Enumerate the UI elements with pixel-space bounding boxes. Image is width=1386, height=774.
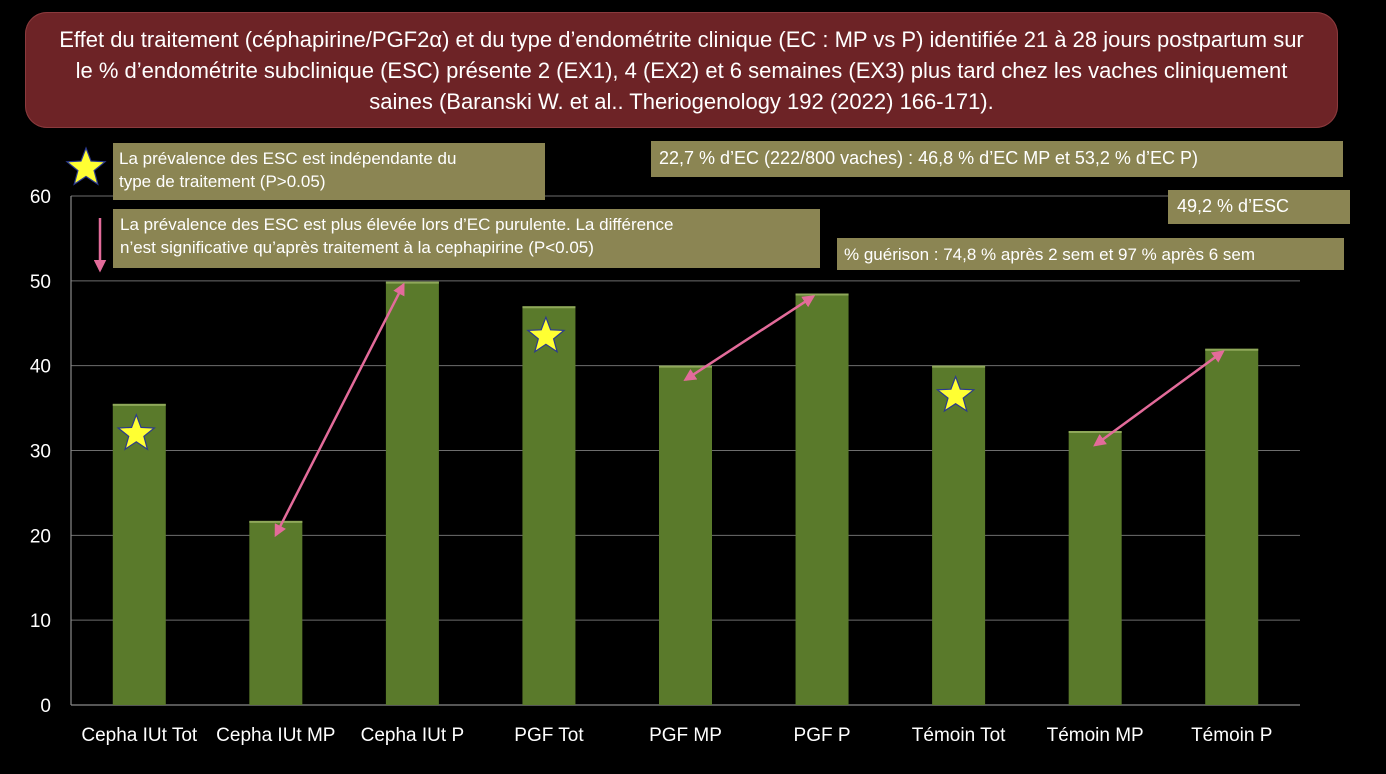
comparison-arrow	[683, 295, 816, 382]
note-esc-summary: 49,2 % d’ESC	[1168, 190, 1350, 224]
bar	[659, 365, 712, 705]
x-tick-label: Témoin Tot	[912, 725, 1006, 746]
chart-title: Effet du traitement (céphapirine/PGF2α) …	[59, 26, 1304, 114]
x-tick-label: Cepha IUt P	[361, 725, 465, 746]
x-tick-label: PGF P	[794, 725, 851, 746]
comparison-arrow	[1093, 350, 1225, 447]
y-tick-label: 50	[30, 272, 51, 293]
y-tick-label: 60	[30, 187, 51, 208]
comparison-arrow	[274, 282, 405, 538]
note-line: type de traitement (P>0.05)	[119, 172, 326, 191]
bar	[522, 306, 576, 705]
x-tick-label: Cepha IUt MP	[216, 725, 335, 746]
note-line: La prévalence des ESC est indépendante d…	[119, 149, 457, 168]
bar	[1068, 430, 1122, 705]
note-treatment-independence: La prévalence des ESC est indépendante d…	[113, 143, 545, 200]
y-tick-label: 0	[40, 696, 51, 717]
star-icon	[65, 146, 107, 186]
bar	[385, 281, 439, 705]
title-banner: Effet du traitement (céphapirine/PGF2α) …	[25, 12, 1338, 128]
star-icon	[116, 413, 156, 451]
x-tick-label: PGF Tot	[514, 725, 584, 746]
bar	[795, 293, 849, 705]
bar	[249, 520, 303, 705]
y-tick-label: 40	[30, 357, 51, 378]
note-line: n’est significative qu’après traitement …	[120, 238, 594, 257]
x-tick-label: PGF MP	[649, 725, 722, 746]
note-purulent-difference: La prévalence des ESC est plus élevée lo…	[113, 209, 820, 268]
star-icon	[526, 315, 566, 354]
x-tick-label: Cepha IUt Tot	[81, 725, 198, 746]
note-line: La prévalence des ESC est plus élevée lo…	[120, 215, 674, 234]
x-tick-label: Témoin P	[1191, 725, 1272, 746]
x-tick-label: Témoin MP	[1047, 725, 1144, 746]
y-tick-label: 20	[30, 526, 51, 547]
note-ec-summary: 22,7 % d’EC (222/800 vaches) : 46,8 % d’…	[651, 141, 1343, 177]
bar	[932, 365, 986, 705]
y-tick-label: 30	[30, 442, 51, 463]
star-icon	[935, 374, 976, 413]
bar	[112, 403, 166, 705]
note-healing-rate: % guérison : 74,8 % après 2 sem et 97 % …	[837, 238, 1344, 270]
bar	[1205, 348, 1259, 705]
y-tick-label: 10	[30, 611, 51, 632]
